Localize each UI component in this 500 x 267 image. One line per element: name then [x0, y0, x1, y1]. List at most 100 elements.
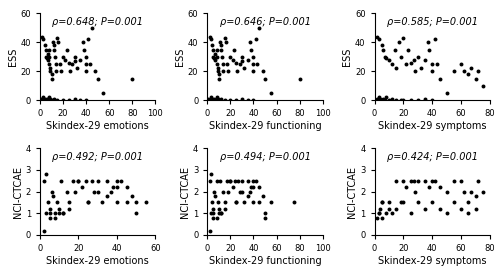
Point: [406, 179, 414, 183]
Point: [55, 211, 63, 215]
Point: [46, 66, 54, 70]
Point: [209, 98, 217, 102]
Point: [209, 207, 217, 211]
Point: [132, 200, 140, 205]
Point: [375, 98, 383, 102]
Point: [231, 179, 239, 183]
Point: [216, 40, 224, 44]
Text: ρ=0.585; P=0.001: ρ=0.585; P=0.001: [387, 17, 478, 27]
Point: [214, 69, 222, 73]
Point: [375, 95, 383, 100]
Point: [44, 200, 52, 205]
Text: ρ=0.646; P=0.001: ρ=0.646; P=0.001: [220, 17, 310, 27]
Text: ρ=0.492; P=0.001: ρ=0.492; P=0.001: [52, 152, 143, 162]
Point: [474, 179, 482, 183]
Point: [374, 215, 382, 220]
Point: [42, 98, 50, 102]
Point: [250, 55, 258, 59]
Point: [400, 36, 407, 40]
Point: [52, 69, 60, 73]
Point: [132, 211, 140, 215]
Point: [94, 189, 102, 194]
Point: [104, 179, 112, 183]
Point: [252, 179, 260, 183]
Point: [84, 200, 92, 205]
Point: [82, 69, 90, 73]
Point: [261, 211, 269, 215]
Point: [232, 60, 240, 65]
Point: [128, 76, 136, 81]
Point: [220, 189, 228, 194]
Point: [224, 69, 232, 73]
Point: [54, 98, 62, 102]
Point: [206, 229, 214, 233]
Point: [66, 69, 74, 73]
X-axis label: Skindex-29 symptoms: Skindex-29 symptoms: [378, 121, 486, 131]
Point: [244, 98, 252, 102]
Point: [380, 97, 388, 101]
Point: [406, 98, 414, 102]
Point: [428, 98, 436, 102]
Point: [52, 211, 60, 215]
Point: [217, 211, 225, 215]
X-axis label: Skindex-29 functioning: Skindex-29 functioning: [208, 256, 322, 266]
Point: [467, 66, 475, 70]
Point: [52, 215, 60, 220]
Point: [436, 76, 444, 81]
Point: [88, 26, 96, 30]
Point: [45, 62, 53, 66]
Point: [94, 179, 102, 183]
Point: [414, 179, 422, 183]
Point: [212, 98, 220, 102]
Point: [410, 58, 418, 62]
Point: [46, 215, 54, 220]
X-axis label: Skindex-29 functioning: Skindex-29 functioning: [208, 121, 322, 131]
Point: [380, 98, 388, 102]
Point: [255, 200, 263, 205]
Point: [128, 194, 136, 198]
Point: [228, 185, 236, 189]
Point: [70, 55, 78, 59]
Point: [378, 200, 386, 205]
Point: [396, 200, 404, 205]
Point: [226, 179, 234, 183]
Point: [244, 179, 252, 183]
Point: [391, 48, 399, 52]
Point: [76, 58, 84, 62]
Point: [38, 34, 46, 39]
Point: [426, 185, 434, 189]
Point: [62, 58, 70, 62]
Point: [246, 189, 254, 194]
Point: [98, 200, 106, 205]
Point: [247, 185, 255, 189]
Point: [234, 69, 241, 73]
Point: [226, 179, 234, 183]
Point: [40, 98, 48, 102]
Point: [374, 34, 382, 39]
Point: [424, 40, 432, 44]
Point: [240, 66, 248, 70]
Point: [236, 62, 244, 66]
Point: [472, 76, 480, 81]
Point: [385, 207, 393, 211]
Point: [238, 55, 246, 59]
Point: [228, 58, 236, 62]
Point: [230, 48, 238, 52]
Point: [109, 185, 117, 189]
Point: [402, 185, 410, 189]
Point: [212, 58, 220, 62]
Point: [428, 62, 436, 66]
Point: [296, 76, 304, 81]
Point: [375, 211, 383, 215]
Point: [421, 207, 429, 211]
Point: [464, 200, 472, 205]
Point: [40, 179, 48, 183]
Point: [220, 62, 228, 66]
Point: [474, 69, 482, 73]
Point: [244, 194, 252, 198]
Point: [37, 97, 45, 101]
Point: [65, 98, 73, 102]
Point: [44, 52, 52, 56]
Point: [267, 91, 275, 95]
Point: [400, 200, 407, 205]
